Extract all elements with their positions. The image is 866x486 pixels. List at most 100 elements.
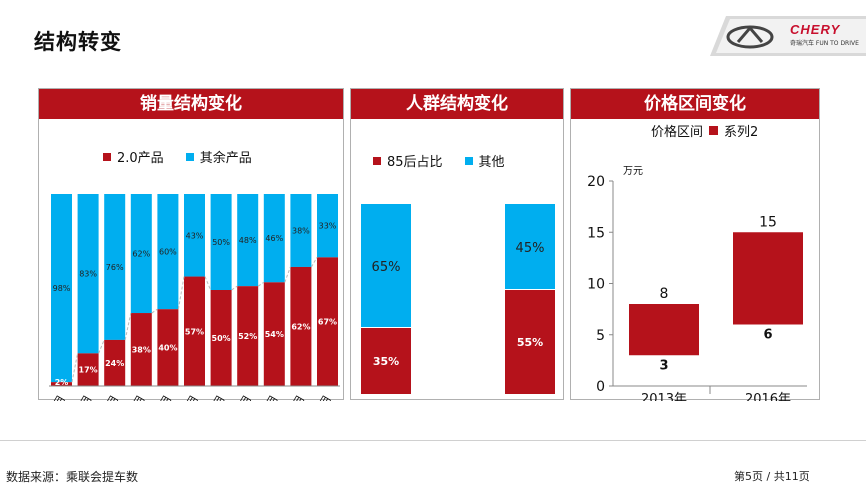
brand-logo: CHERY 奇瑞汽车 FUN TO DRIVE	[700, 16, 866, 56]
legend-label-price-range: 价格区间	[651, 125, 704, 140]
crowd-structure-title: 人群结构变化	[351, 89, 563, 119]
label-other-1: 65%	[372, 260, 401, 275]
brand-slogan: 奇瑞汽车 FUN TO DRIVE	[790, 40, 859, 47]
price-legend: 价格区间 系列2	[651, 121, 758, 140]
series-connector-7	[231, 285, 238, 291]
legend-item-85: 85后占比	[373, 151, 443, 170]
month-tick-9: 9月	[261, 393, 281, 401]
crowd-structure-chart: 65% 35% 45% 55%	[361, 204, 555, 394]
bar-2-0-3	[104, 339, 126, 386]
series-connector-1	[71, 353, 79, 383]
range-low-label-2: 6	[763, 328, 772, 343]
label-2-0-5: 40%	[158, 344, 177, 353]
bar-85-2	[505, 289, 555, 394]
month-tick-3: 3月	[101, 393, 121, 401]
label-85-1: 35%	[373, 355, 399, 368]
label-2-0-10: 62%	[291, 322, 310, 331]
label-others-1: 98%	[53, 284, 71, 293]
bar-other-1	[361, 204, 411, 328]
month-tick-7: 7月	[207, 393, 227, 401]
legend-item-other: 其他	[464, 151, 505, 170]
bar-others-8	[237, 194, 259, 287]
label-others-8: 48%	[239, 236, 257, 245]
series-connector-9	[284, 266, 291, 283]
legend-label: 2.0产品	[117, 151, 164, 166]
range-high-label-1: 8	[660, 286, 669, 302]
bar-others-2	[77, 194, 99, 354]
series-connector-10	[310, 257, 318, 268]
label-others-11: 33%	[319, 222, 337, 231]
y-axis-unit: 万元	[623, 166, 643, 177]
label-2-0-2: 17%	[79, 366, 98, 375]
label-2-0-4: 38%	[132, 346, 151, 355]
x-category-label-1: 2013年	[641, 392, 687, 401]
label-others-6: 43%	[186, 231, 204, 240]
y-tick-label-3: 15	[587, 225, 605, 241]
legend-label: 其余产品	[199, 151, 252, 166]
legend-swatch-red	[103, 152, 111, 161]
range-high-label-2: 15	[759, 214, 777, 230]
y-tick-label-1: 5	[596, 328, 605, 344]
legend-swatch-red	[373, 156, 381, 165]
range-bar-1	[629, 304, 699, 356]
crowd-legend: 85后占比 其他	[373, 151, 527, 170]
label-others-2: 83%	[79, 270, 97, 279]
series-connector-8	[257, 281, 265, 287]
legend-item-2-0: 2.0产品	[103, 147, 164, 166]
label-others-3: 76%	[106, 263, 124, 272]
label-2-0-3: 24%	[105, 359, 124, 368]
price-range-chart: 万元 0 5 10 15 20 8 3 2013年 15 6 2016年	[587, 166, 807, 401]
label-others-7: 50%	[212, 238, 230, 247]
bar-others-5	[157, 194, 179, 310]
page-title: 结构转变	[34, 30, 122, 54]
sales-structure-chart: 98% 2% 1月 83% 17% 2月 76% 24% 3月 62% 38% 4月 60% 40% 5月 4…	[48, 194, 340, 401]
range-low-label-1: 3	[659, 358, 668, 373]
crowd-structure-panel: 人群结构变化 85后占比 其他 65% 35% 45% 55%	[350, 88, 564, 400]
y-tick-label-2: 10	[587, 277, 605, 293]
bar-others-10	[290, 194, 312, 267]
bar-2-0-5	[157, 309, 179, 386]
series-connector-4	[151, 308, 158, 314]
label-2-0-11: 67%	[318, 318, 337, 327]
bar-others-7	[210, 194, 232, 290]
bar-2-0-6	[184, 276, 205, 386]
bar-2-0-8	[237, 286, 259, 386]
month-tick-2: 2月	[74, 393, 94, 401]
label-2-0-1: 2%	[55, 378, 69, 387]
label-others-4: 62%	[132, 250, 150, 259]
bar-other-2	[505, 204, 555, 290]
legend-swatch-blue	[464, 156, 473, 165]
label-others-9: 46%	[265, 234, 283, 243]
range-bar-2	[733, 232, 803, 325]
label-2-0-7: 50%	[212, 334, 231, 343]
month-tick-1: 1月	[48, 393, 68, 401]
sales-structure-panel: 销量结构变化 2.0产品 其余产品 98% 2% 1月 83% 17% 2月 76% 24% 3…	[38, 88, 344, 401]
series-connector-2	[98, 339, 105, 354]
month-tick-10: 10月	[284, 393, 308, 401]
bar-others-3	[104, 194, 126, 340]
bar-2-0-10	[290, 266, 312, 386]
data-source: 数据来源：乘联会提车数	[6, 470, 139, 484]
legend-label: 85后占比	[387, 155, 443, 170]
footer-divider	[0, 440, 866, 441]
sales-legend: 2.0产品 其余产品	[103, 147, 274, 166]
month-tick-11: 11月	[310, 393, 334, 401]
bar-others-6	[184, 194, 205, 277]
bar-others-1	[51, 194, 72, 383]
label-others-5: 60%	[159, 248, 177, 257]
bar-85-1	[361, 327, 411, 394]
label-2-0-8: 52%	[238, 332, 257, 341]
month-tick-6: 6月	[181, 393, 201, 401]
series-connector-3	[124, 312, 132, 341]
x-category-label-2: 2016年	[745, 392, 791, 401]
page-number: 第5页 / 共11页	[734, 470, 810, 483]
month-tick-5: 5月	[154, 393, 174, 401]
series-connector-5	[177, 276, 185, 310]
legend-swatch-blue	[185, 152, 194, 161]
price-range-panel: 价格区间变化 价格区间 系列2 万元 0 5 10 15 20 8 3 2013年 15 6 2016…	[570, 88, 820, 401]
bar-2-0-4	[130, 313, 152, 386]
sales-structure-title: 销量结构变化	[39, 89, 343, 119]
price-range-title: 价格区间变化	[571, 89, 819, 119]
label-2-0-9: 54%	[265, 330, 284, 339]
bar-2-0-9	[263, 282, 285, 386]
